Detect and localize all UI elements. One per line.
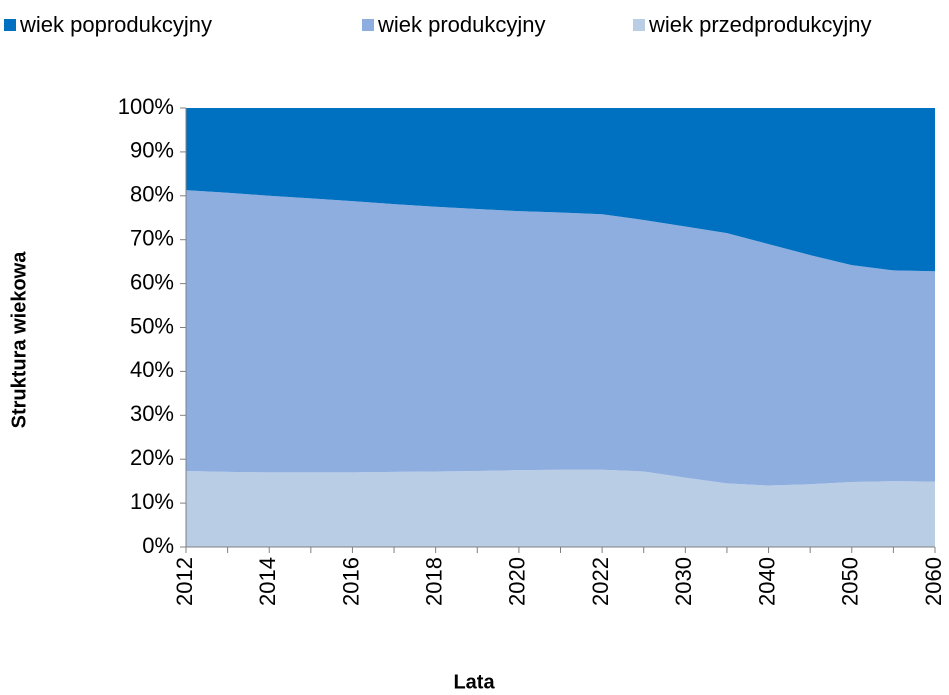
- y-tick-label: 100%: [118, 94, 174, 119]
- area: [186, 469, 935, 547]
- legend-swatch: [362, 19, 374, 31]
- y-tick-label: 10%: [130, 489, 174, 514]
- y-tick-label: 90%: [130, 138, 174, 163]
- y-tick-label: 70%: [130, 226, 174, 251]
- y-tick-label: 60%: [130, 269, 174, 294]
- x-tick-label: 2014: [255, 557, 280, 606]
- y-tick-label: 50%: [130, 313, 174, 338]
- x-tick-label: 2016: [338, 557, 363, 606]
- x-tick-label: 2018: [421, 557, 446, 606]
- legend-label: wiek przedprodukcyjny: [648, 12, 872, 37]
- x-tick-label: 2040: [754, 557, 779, 606]
- x-tick-label: 2050: [838, 557, 863, 606]
- x-tick-label: 2020: [505, 557, 530, 606]
- y-tick-label: 40%: [130, 357, 174, 382]
- legend-swatch: [4, 19, 16, 31]
- x-tick-label: 2022: [588, 557, 613, 606]
- y-tick-label: 30%: [130, 401, 174, 426]
- legend-label: wiek poprodukcyjny: [19, 12, 212, 37]
- x-tick-label: 2060: [921, 557, 946, 606]
- y-axis-title: Struktura wiekowa: [8, 251, 30, 429]
- y-tick-label: 80%: [130, 182, 174, 207]
- area: [186, 108, 935, 272]
- legend-label: wiek produkcyjny: [377, 12, 546, 37]
- legend-swatch: [633, 19, 645, 31]
- x-tick-label: 2030: [671, 557, 696, 606]
- area: [186, 190, 935, 486]
- x-tick-label: 2012: [172, 557, 197, 606]
- x-axis-title: Lata: [453, 671, 495, 693]
- y-tick-label: 20%: [130, 445, 174, 470]
- y-tick-label: 0%: [142, 533, 174, 558]
